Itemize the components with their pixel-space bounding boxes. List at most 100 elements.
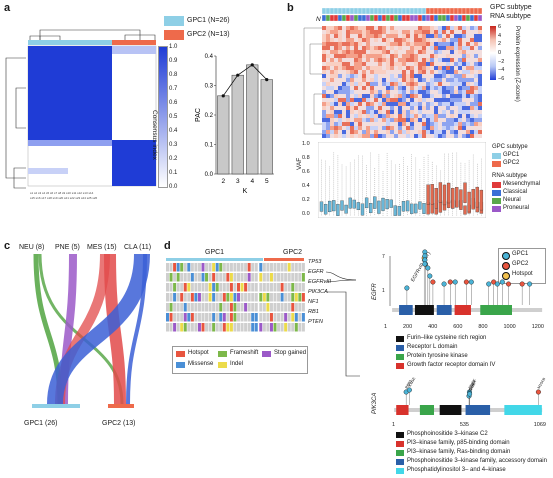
oncoprint-cell	[208, 323, 212, 332]
oncoprint-cell	[222, 303, 226, 312]
heatmap-cell	[358, 50, 362, 54]
heatmap-cell	[406, 30, 410, 34]
heatmap-cell	[338, 122, 342, 126]
oncoprint-cell	[287, 283, 291, 292]
heatmap-cell	[418, 34, 422, 38]
oncoprint-cell	[190, 273, 194, 282]
heatmap-cell	[430, 122, 434, 126]
heatmap-cell	[418, 118, 422, 122]
oncoprint-cell	[301, 263, 305, 272]
heatmap-cell	[334, 102, 338, 106]
heatmap-cell	[398, 102, 402, 106]
heatmap-cell	[322, 126, 326, 130]
oncoprint-cell	[240, 323, 244, 332]
heatmap-cell	[426, 26, 430, 30]
oncoprint-cell	[247, 303, 251, 312]
oncoprint-cell	[251, 313, 255, 322]
heatmap-cell	[342, 86, 346, 90]
rna-annotation-cell	[449, 14, 455, 22]
heatmap-cell	[402, 94, 406, 98]
heatmap-cell	[338, 110, 342, 114]
oncoprint-cell	[277, 283, 281, 292]
heatmap-cell	[326, 82, 330, 86]
vaf-box	[340, 200, 344, 211]
heatmap-cell	[390, 78, 394, 82]
oncoprint-cell	[284, 263, 288, 272]
heatmap-cell	[466, 114, 470, 118]
heatmap-cell	[366, 26, 370, 30]
heatmap-cell	[346, 50, 350, 54]
legend-stop-gained-swatch	[262, 351, 271, 357]
vaf-boxplots	[318, 142, 486, 218]
heatmap-cell	[350, 90, 354, 94]
oncoprint-cell	[273, 283, 277, 292]
heatmap-cell	[474, 106, 478, 110]
heatmap-cell	[406, 102, 410, 106]
oncoprint-cell	[219, 283, 223, 292]
egfr-domain-receptor: Receptor L domain	[407, 344, 458, 350]
oncoprint-cell	[219, 303, 223, 312]
pik3ca-mutation-label: M1043I	[537, 377, 546, 389]
heatmap-cell	[350, 54, 354, 58]
gene-label-egfr: EGFR	[308, 269, 324, 275]
heatmap-cell	[406, 34, 410, 38]
oncoprint-cell	[183, 303, 187, 312]
heatmap-cell	[334, 66, 338, 70]
oncoprint-cell	[169, 283, 173, 292]
oncoprint-cell	[262, 273, 266, 282]
heatmap-cell	[470, 46, 474, 50]
heatmap-cell	[438, 82, 442, 86]
heatmap-cell	[346, 82, 350, 86]
heatmap-cell	[462, 78, 466, 82]
heatmap-cell	[470, 90, 474, 94]
oncoprint-cell	[251, 273, 255, 282]
oncoprint-cell	[254, 273, 258, 282]
heatmap-cell	[430, 114, 434, 118]
vaf-box-upper	[426, 184, 430, 205]
heatmap-cell	[362, 46, 366, 50]
pik3ca-domain-pi-kinase-swatch	[396, 468, 404, 474]
oncoprint-cell	[266, 313, 270, 322]
pik3ca-domain-c2-swatch	[396, 432, 404, 438]
gpc-annotation-cell	[361, 7, 367, 15]
heatmap-cell	[390, 114, 394, 118]
oncoprint-cell	[194, 303, 198, 312]
heatmap-cell	[442, 70, 446, 74]
oncoprint-cell	[240, 293, 244, 302]
vaf-box	[397, 205, 402, 216]
heatmap-cell	[438, 58, 442, 62]
heatmap-cell	[402, 70, 406, 74]
oncoprint-cell	[166, 263, 169, 272]
heatmap-cell	[398, 86, 402, 90]
heatmap-cell	[338, 58, 342, 62]
gene-label-pten: PTEN	[308, 319, 323, 325]
heatmap-cell	[446, 34, 450, 38]
heatmap-cell	[426, 66, 430, 70]
heatmap-cell	[442, 130, 446, 134]
heatmap-cell	[394, 42, 398, 46]
heatmap-cell	[414, 94, 418, 98]
heatmap-cell	[394, 50, 398, 54]
oncoprint-cell	[176, 263, 180, 272]
heatmap-cell	[354, 46, 358, 50]
oncoprint-cell	[208, 303, 212, 312]
heatmap-cell	[398, 66, 402, 70]
egfr-lollipop-head	[447, 279, 453, 285]
heatmap-cell	[442, 74, 446, 78]
heatmap-cell	[406, 126, 410, 130]
oncoprint-cell	[208, 273, 212, 282]
rna-annotation-cell	[321, 14, 327, 22]
egfr-domain	[454, 305, 471, 315]
heatmap-cell	[350, 66, 354, 70]
oncoprint-cell	[212, 283, 216, 292]
heatmap-cell	[342, 122, 346, 126]
vaf-box	[360, 203, 365, 216]
heatmap-cell	[330, 50, 334, 54]
oncoprint-cell	[266, 283, 270, 292]
pik3ca-domain-accessory-swatch	[396, 459, 404, 465]
pik3ca-domain	[439, 405, 462, 415]
heatmap-cell	[418, 70, 422, 74]
heatmap-cell	[438, 74, 442, 78]
heatmap-cell	[450, 130, 454, 134]
heatmap-cell	[474, 82, 478, 86]
